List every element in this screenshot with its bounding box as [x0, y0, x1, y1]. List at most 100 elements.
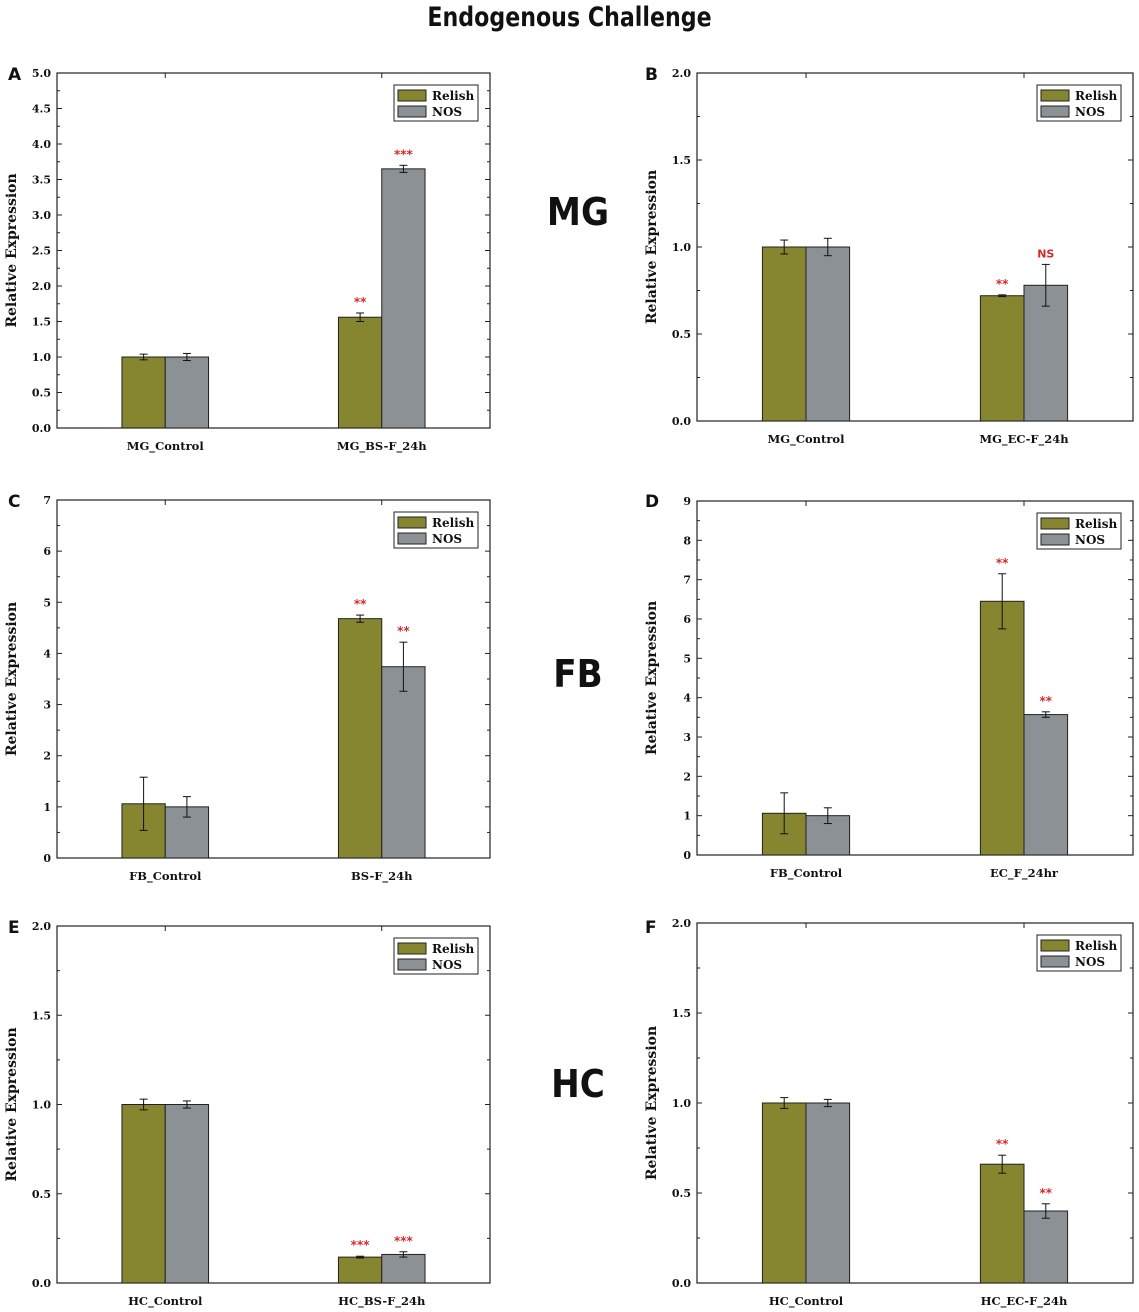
- y-tick-label: 5: [683, 652, 691, 665]
- bar-nos: [805, 1102, 851, 1284]
- y-tick-label: 8: [683, 534, 691, 547]
- y-tick-label: 0: [683, 849, 691, 862]
- legend-label: NOS: [432, 105, 462, 119]
- legend-label: NOS: [1075, 105, 1105, 119]
- y-tick-label: 2: [43, 750, 51, 763]
- chart-panel-c: C 0 1 2 3 4 5 6 7 Relative Expression FB_Control BS…: [4, 492, 491, 884]
- row-label-fb: FB: [553, 652, 603, 696]
- y-tick-label: 4: [43, 647, 51, 660]
- panel-letter: E: [8, 918, 20, 938]
- legend-swatch-nos: [397, 532, 427, 545]
- y-tick-label: 0.0: [32, 422, 51, 435]
- y-tick-label: 1.5: [32, 316, 51, 329]
- y-tick-label: 0: [43, 852, 51, 865]
- y-tick-label: 7: [43, 494, 51, 507]
- legend-swatch-nos: [1040, 533, 1070, 546]
- legend-swatch-nos: [1040, 105, 1070, 118]
- significance-label: ***: [394, 1234, 414, 1248]
- x-tick-label: HC_Control: [128, 1294, 203, 1309]
- y-axis-label: Relative Expression: [644, 601, 660, 755]
- y-tick-label: 7: [683, 574, 691, 587]
- significance-label: **: [996, 556, 1009, 570]
- y-axis-label: Relative Expression: [4, 1027, 20, 1181]
- y-tick-label: 5.0: [32, 67, 51, 80]
- bar-nos: [1023, 714, 1069, 856]
- bar-nos: [381, 666, 426, 859]
- significance-label: **: [354, 295, 367, 309]
- y-tick-label: 0.0: [672, 1277, 691, 1290]
- bar-relish: [979, 295, 1025, 422]
- y-tick-label: 2.0: [672, 67, 691, 80]
- row-label-hc: HC: [551, 1062, 605, 1106]
- significance-label: **: [354, 597, 367, 611]
- bar-relish: [121, 356, 166, 429]
- x-tick-label: FB_Control: [770, 866, 843, 881]
- legend-label: Relish: [432, 516, 474, 530]
- bar-relish: [761, 1102, 807, 1284]
- legend-label: NOS: [1075, 955, 1105, 969]
- y-axis-label: Relative Expression: [644, 1026, 660, 1180]
- x-tick-label: HC_Control: [769, 1294, 844, 1309]
- bar-relish: [979, 1163, 1025, 1284]
- legend-label: Relish: [1075, 89, 1117, 103]
- legend-swatch-relish: [397, 516, 427, 529]
- significance-label: ***: [394, 147, 414, 161]
- significance-label: **: [996, 1137, 1009, 1151]
- legend-label: Relish: [432, 942, 474, 956]
- y-tick-label: 2.0: [32, 280, 51, 293]
- y-tick-label: 1.5: [32, 1009, 51, 1022]
- bar-nos: [805, 246, 851, 422]
- y-tick-label: 5: [43, 596, 51, 609]
- y-tick-label: 0.5: [32, 1188, 51, 1201]
- y-tick-label: 4.5: [32, 103, 51, 116]
- y-tick-label: 6: [43, 545, 51, 558]
- y-tick-label: 3.0: [32, 209, 51, 222]
- legend-label: NOS: [1075, 533, 1105, 547]
- x-tick-label: EC_F_24hr: [990, 866, 1059, 881]
- y-tick-label: 0.0: [32, 1277, 51, 1290]
- x-tick-label: MG_Control: [768, 432, 846, 447]
- significance-label: **: [1040, 1186, 1053, 1200]
- y-tick-label: 1.0: [32, 351, 51, 364]
- panel-letter: D: [645, 492, 659, 512]
- y-tick-label: 2.5: [32, 245, 51, 258]
- panel-letter: F: [645, 918, 657, 938]
- significance-label: **: [397, 624, 410, 638]
- legend-swatch-nos: [397, 958, 427, 971]
- y-tick-label: 6: [683, 613, 691, 626]
- y-tick-label: 4.0: [32, 138, 51, 151]
- y-tick-label: 1.5: [672, 1007, 691, 1020]
- x-tick-label: BS-F_24h: [351, 869, 413, 884]
- y-tick-label: 3: [43, 699, 51, 712]
- y-axis-label: Relative Expression: [4, 602, 20, 756]
- legend-swatch-relish: [397, 942, 427, 955]
- x-tick-label: HC_BS-F_24h: [338, 1294, 426, 1309]
- significance-label: **: [996, 277, 1009, 291]
- y-axis-label: Relative Expression: [4, 173, 20, 327]
- bar-nos: [1023, 1210, 1069, 1284]
- significance-label: ***: [351, 1238, 371, 1252]
- y-tick-label: 9: [683, 495, 691, 508]
- bar-relish: [761, 246, 807, 422]
- x-tick-label: MG_Control: [127, 439, 205, 454]
- y-tick-label: 0.5: [672, 328, 691, 341]
- legend-swatch-relish: [1040, 517, 1070, 530]
- legend-label: NOS: [432, 958, 462, 972]
- bar-relish: [121, 1104, 166, 1284]
- panel-letter: C: [8, 492, 20, 512]
- x-tick-label: MG_BS-F_24h: [337, 439, 427, 454]
- y-tick-label: 1: [683, 810, 691, 823]
- y-tick-label: 1.0: [672, 1097, 691, 1110]
- legend-label: Relish: [1075, 939, 1117, 953]
- bar-nos: [164, 356, 210, 429]
- bar-relish: [337, 618, 383, 859]
- legend-label: Relish: [1075, 517, 1117, 531]
- panel-letter: A: [8, 65, 22, 85]
- legend-swatch-relish: [397, 89, 427, 102]
- chart-panel-b: B 0.0 0.5 1.0 1.5 2.0 Relative Expression MG_Co…: [644, 65, 1134, 447]
- legend-label: NOS: [432, 532, 462, 546]
- y-tick-label: 1.5: [672, 154, 691, 167]
- x-tick-label: FB_Control: [129, 869, 202, 884]
- x-tick-label: HC_EC-F_24h: [981, 1294, 1068, 1309]
- y-tick-label: 2.0: [32, 920, 51, 933]
